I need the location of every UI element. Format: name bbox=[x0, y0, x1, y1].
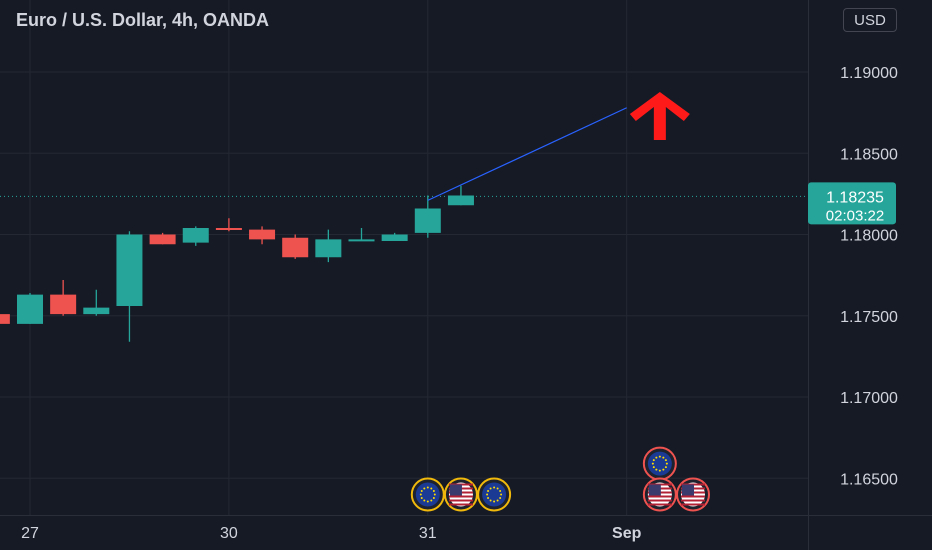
x-tick-label: 31 bbox=[419, 525, 437, 542]
price-label: 1.18235 bbox=[826, 189, 884, 206]
price-label-box bbox=[808, 182, 896, 225]
us-flag-icon[interactable] bbox=[642, 477, 677, 512]
us-flag-icon[interactable] bbox=[443, 477, 478, 512]
countdown-label: 02:03:22 bbox=[826, 207, 884, 224]
candle-up bbox=[348, 239, 375, 242]
trend-line[interactable] bbox=[427, 107, 627, 201]
candle-up bbox=[182, 228, 209, 243]
candle-down bbox=[149, 234, 176, 245]
y-tick-label: 1.16500 bbox=[840, 471, 898, 488]
y-tick-label: 1.17500 bbox=[840, 309, 898, 326]
eu-flag-icon[interactable] bbox=[477, 477, 512, 512]
candle-up bbox=[414, 208, 441, 233]
candle-down bbox=[215, 228, 242, 230]
candle-up bbox=[315, 239, 342, 258]
y-tick-label: 1.17000 bbox=[840, 390, 898, 407]
eu-flag-icon[interactable] bbox=[410, 477, 445, 512]
candle-up bbox=[116, 234, 143, 306]
eu-flag-icon[interactable] bbox=[642, 446, 677, 481]
candle-up bbox=[381, 234, 408, 241]
candle-up bbox=[17, 294, 43, 324]
candle-down bbox=[249, 229, 276, 240]
x-tick-label: 30 bbox=[220, 525, 238, 542]
x-tick-label: Sep bbox=[612, 525, 642, 542]
candle-up bbox=[447, 195, 474, 206]
candle-down bbox=[282, 237, 309, 258]
symbol-title[interactable]: Euro / U.S. Dollar, 4h, OANDA bbox=[16, 10, 270, 30]
us-flag-icon[interactable] bbox=[676, 477, 710, 512]
y-tick-label: 1.18500 bbox=[840, 146, 898, 163]
candle-down bbox=[50, 294, 77, 315]
arrow-up-icon[interactable] bbox=[629, 92, 690, 140]
candle-down bbox=[0, 314, 10, 324]
y-tick-label: 1.18000 bbox=[840, 228, 898, 245]
currency-button[interactable]: USD bbox=[843, 8, 897, 32]
y-tick-label: 1.19000 bbox=[840, 65, 898, 82]
x-tick-label: 27 bbox=[21, 525, 39, 542]
candle-up bbox=[83, 307, 110, 315]
